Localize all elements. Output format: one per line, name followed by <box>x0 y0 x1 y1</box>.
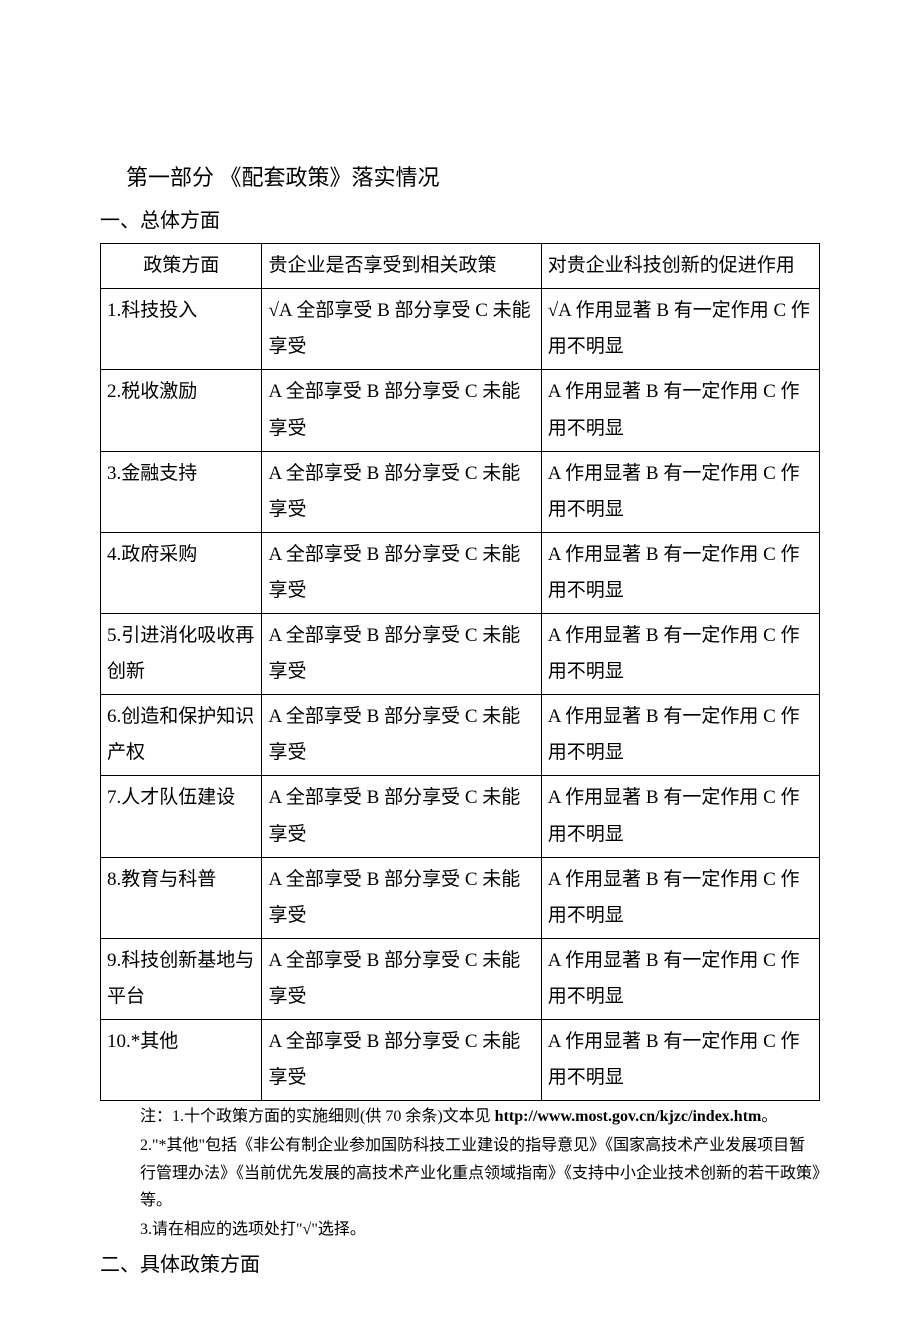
table-row: 9.科技创新基地与平台 A 全部享受 B 部分享受 C 未能享受 A 作用显著 … <box>101 938 820 1019</box>
row-options-enjoy: A 全部享受 B 部分享受 C 未能享受 <box>262 451 541 532</box>
table-row: 8.教育与科普 A 全部享受 B 部分享受 C 未能享受 A 作用显著 B 有一… <box>101 857 820 938</box>
row-label: 10.*其他 <box>101 1019 262 1100</box>
note-line-2: 2."*其他"包括《非公有制企业参加国防科技工业建设的指导意见》《国家高技术产业… <box>140 1132 820 1214</box>
row-options-effect: A 作用显著 B 有一定作用 C 作用不明显 <box>541 1019 819 1100</box>
row-options-effect: A 作用显著 B 有一定作用 C 作用不明显 <box>541 614 819 695</box>
row-options-effect: √A 作用显著 B 有一定作用 C 作用不明显 <box>541 289 819 370</box>
row-label: 5.引进消化吸收再创新 <box>101 614 262 695</box>
note-1-url: http://www.most.gov.cn/kjzc/index.htm <box>495 1108 762 1125</box>
row-label: 8.教育与科普 <box>101 857 262 938</box>
table-row: 6.创造和保护知识产权 A 全部享受 B 部分享受 C 未能享受 A 作用显著 … <box>101 695 820 776</box>
row-options-enjoy: A 全部享受 B 部分享受 C 未能享受 <box>262 1019 541 1100</box>
subsection-1-title: 一、总体方面 <box>100 205 820 237</box>
table-row: 7.人才队伍建设 A 全部享受 B 部分享受 C 未能享受 A 作用显著 B 有… <box>101 776 820 857</box>
table-row: 2.税收激励 A 全部享受 B 部分享受 C 未能享受 A 作用显著 B 有一定… <box>101 370 820 451</box>
notes-block: 注：1.十个政策方面的实施细则(供 70 余条)文本见 http://www.m… <box>140 1103 820 1243</box>
row-options-effect: A 作用显著 B 有一定作用 C 作用不明显 <box>541 451 819 532</box>
header-col2: 贵企业是否享受到相关政策 <box>262 244 541 289</box>
row-options-enjoy: A 全部享受 B 部分享受 C 未能享受 <box>262 370 541 451</box>
header-col1: 政策方面 <box>101 244 262 289</box>
header-col3: 对贵企业科技创新的促进作用 <box>541 244 819 289</box>
row-options-enjoy: A 全部享受 B 部分享受 C 未能享受 <box>262 857 541 938</box>
row-label: 4.政府采购 <box>101 532 262 613</box>
row-options-effect: A 作用显著 B 有一定作用 C 作用不明显 <box>541 532 819 613</box>
table-row: 3.金融支持 A 全部享受 B 部分享受 C 未能享受 A 作用显著 B 有一定… <box>101 451 820 532</box>
row-label: 2.税收激励 <box>101 370 262 451</box>
row-options-effect: A 作用显著 B 有一定作用 C 作用不明显 <box>541 857 819 938</box>
row-label: 6.创造和保护知识产权 <box>101 695 262 776</box>
row-options-effect: A 作用显著 B 有一定作用 C 作用不明显 <box>541 695 819 776</box>
table-row: 5.引进消化吸收再创新 A 全部享受 B 部分享受 C 未能享受 A 作用显著 … <box>101 614 820 695</box>
table-row: 4.政府采购 A 全部享受 B 部分享受 C 未能享受 A 作用显著 B 有一定… <box>101 532 820 613</box>
row-label: 1.科技投入 <box>101 289 262 370</box>
policy-table: 政策方面 贵企业是否享受到相关政策 对贵企业科技创新的促进作用 1.科技投入 √… <box>100 243 820 1101</box>
row-options-enjoy: A 全部享受 B 部分享受 C 未能享受 <box>262 776 541 857</box>
row-options-effect: A 作用显著 B 有一定作用 C 作用不明显 <box>541 938 819 1019</box>
note-line-3: 3.请在相应的选项处打"√"选择。 <box>140 1216 820 1243</box>
row-options-effect: A 作用显著 B 有一定作用 C 作用不明显 <box>541 370 819 451</box>
row-options-enjoy: √A 全部享受 B 部分享受 C 未能享受 <box>262 289 541 370</box>
table-row: 1.科技投入 √A 全部享受 B 部分享受 C 未能享受 √A 作用显著 B 有… <box>101 289 820 370</box>
row-options-effect: A 作用显著 B 有一定作用 C 作用不明显 <box>541 776 819 857</box>
section-title: 第一部分 《配套政策》落实情况 <box>126 160 820 195</box>
note-1-text-a: 注：1.十个政策方面的实施细则(供 70 余条)文本见 <box>140 1108 495 1125</box>
row-options-enjoy: A 全部享受 B 部分享受 C 未能享受 <box>262 614 541 695</box>
row-options-enjoy: A 全部享受 B 部分享受 C 未能享受 <box>262 695 541 776</box>
row-options-enjoy: A 全部享受 B 部分享受 C 未能享受 <box>262 938 541 1019</box>
note-line-1: 注：1.十个政策方面的实施细则(供 70 余条)文本见 http://www.m… <box>140 1103 820 1130</box>
note-1-text-c: 。 <box>761 1108 777 1125</box>
row-options-enjoy: A 全部享受 B 部分享受 C 未能享受 <box>262 532 541 613</box>
row-label: 9.科技创新基地与平台 <box>101 938 262 1019</box>
row-label: 3.金融支持 <box>101 451 262 532</box>
row-label: 7.人才队伍建设 <box>101 776 262 857</box>
subsection-2-title: 二、具体政策方面 <box>100 1249 820 1281</box>
table-row: 10.*其他 A 全部享受 B 部分享受 C 未能享受 A 作用显著 B 有一定… <box>101 1019 820 1100</box>
